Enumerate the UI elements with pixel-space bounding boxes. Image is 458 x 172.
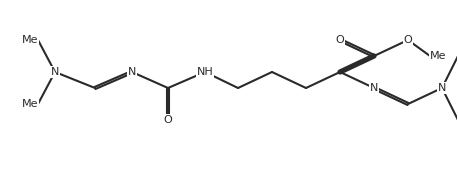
- Text: O: O: [403, 35, 412, 45]
- Text: NH: NH: [196, 67, 213, 77]
- Text: Me: Me: [22, 99, 38, 109]
- Text: N: N: [128, 67, 136, 77]
- Text: N: N: [51, 67, 59, 77]
- Text: N: N: [370, 83, 378, 93]
- Text: O: O: [164, 115, 172, 125]
- Text: Me: Me: [22, 35, 38, 45]
- Text: O: O: [336, 35, 344, 45]
- Text: Me: Me: [430, 51, 447, 61]
- Text: N: N: [438, 83, 446, 93]
